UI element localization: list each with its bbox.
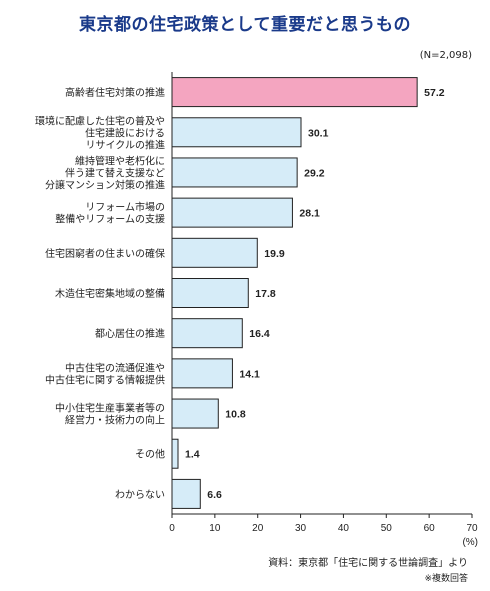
bar <box>171 197 293 228</box>
value-label: 14.1 <box>239 368 260 380</box>
value-label: 19.9 <box>264 248 285 260</box>
value-label: 57.2 <box>424 87 445 99</box>
x-tick-label: 10 <box>209 523 221 534</box>
chart-title: 東京都の住宅政策として重要だと思うもの <box>79 15 411 35</box>
category-label: 環境に配慮した住宅の普及や <box>35 114 165 127</box>
category-label: その他 <box>135 448 165 461</box>
bar <box>171 438 179 469</box>
multiple-answer-note: ※複数回答 <box>424 574 468 584</box>
category-label: リサイクルの推進 <box>86 138 166 151</box>
category-label: 木造住宅密集地域の整備 <box>55 287 165 300</box>
bar <box>171 117 302 148</box>
x-tick-label: 60 <box>424 523 436 534</box>
bar <box>171 157 298 188</box>
x-axis-unit: (%) <box>462 537 478 548</box>
value-label: 28.1 <box>299 208 320 220</box>
x-tick-label: 0 <box>169 523 175 534</box>
value-label: 1.4 <box>185 449 200 461</box>
value-label: 29.2 <box>304 167 325 179</box>
category-label: 維持管理や老朽化に <box>75 154 165 167</box>
category-label: 分譲マンション対策の推進 <box>45 178 165 191</box>
category-label: 住宅困窮者の住まいの確保 <box>45 247 165 260</box>
bar <box>171 77 418 108</box>
source-note: 資料：東京都「住宅に関する世論調査」より <box>268 558 468 569</box>
value-label: 10.8 <box>225 409 246 421</box>
x-tick-label: 40 <box>338 523 350 534</box>
category-label: 都心居住の推進 <box>95 327 165 340</box>
category-label: 中古住宅に関する情報提供 <box>45 373 165 386</box>
bar <box>171 278 249 308</box>
value-label: 16.4 <box>249 328 270 340</box>
category-label: 整備やリフォームの支援 <box>55 213 165 226</box>
category-label: 伴う建て替え支援など <box>65 166 165 179</box>
value-label: 30.1 <box>308 127 329 139</box>
bar <box>171 358 233 389</box>
category-label: 中小住宅生産事業者等の <box>55 402 165 415</box>
category-label: わからない <box>115 489 165 501</box>
x-tick-label: 20 <box>252 523 264 534</box>
bar <box>171 237 258 268</box>
category-label: 住宅建設における <box>85 126 165 139</box>
value-label: 6.6 <box>207 489 222 501</box>
category-label: 高齢者住宅対策の推進 <box>65 86 165 99</box>
category-label: 経営力・技術力の向上 <box>65 414 165 427</box>
bar <box>171 318 243 349</box>
x-tick-label: 50 <box>381 523 393 534</box>
category-label: 中古住宅の流通促進や <box>65 361 165 374</box>
x-tick-label: 30 <box>295 523 307 534</box>
value-label: 17.8 <box>255 288 276 300</box>
x-tick-label: 70 <box>466 523 478 534</box>
bar <box>171 398 219 429</box>
bar <box>171 478 201 509</box>
category-label: リフォーム市場の <box>85 201 165 214</box>
sample-size: (N=2,098) <box>419 50 472 61</box>
